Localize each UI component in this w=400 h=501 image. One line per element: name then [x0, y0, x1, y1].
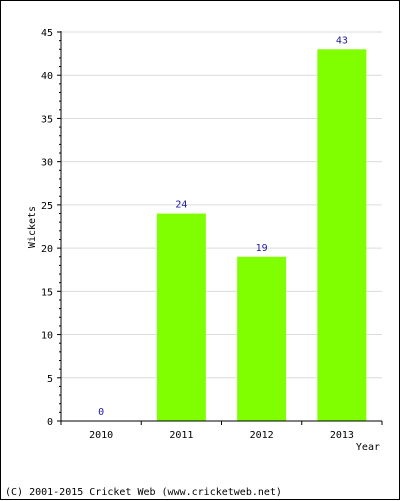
bar-2011: [156, 213, 206, 421]
copyright-footer: (C) 2001-2015 Cricket Web (www.cricketwe…: [5, 487, 282, 498]
x-tick-label-2013: 2013: [330, 430, 354, 441]
data-label-2011: 24: [175, 200, 187, 211]
data-label-2013: 43: [336, 35, 348, 46]
bar-2013: [317, 49, 367, 422]
y-tick-label: 25: [41, 201, 53, 212]
data-label-2012: 19: [256, 243, 268, 254]
y-tick-label: 40: [41, 71, 53, 82]
bars: [156, 49, 367, 422]
x-tick-label-2011: 2011: [169, 430, 193, 441]
data-label-2010: 0: [98, 407, 104, 418]
y-tick-label: 5: [47, 374, 53, 385]
data-labels: 0 24 19 43: [98, 35, 348, 418]
y-tick-label: 45: [41, 28, 53, 39]
y-tick-label: 0: [47, 417, 53, 428]
x-tick-label-2012: 2012: [250, 430, 274, 441]
x-axis-title: Year: [356, 442, 380, 453]
ticks: 0 5 10 15 20 25 30 35 40 45 2010 2011 2012 2013: [41, 28, 383, 441]
grid-lines: [61, 31, 382, 379]
y-axis-title: Wickets: [27, 206, 38, 248]
y-tick-label: 10: [41, 331, 53, 342]
y-tick-label: 35: [41, 114, 53, 125]
y-tick-label: 15: [41, 287, 53, 298]
bar-2012: [237, 256, 287, 421]
y-tick-label: 30: [41, 158, 53, 169]
x-tick-label-2010: 2010: [89, 430, 113, 441]
y-tick-label: 20: [41, 244, 53, 255]
